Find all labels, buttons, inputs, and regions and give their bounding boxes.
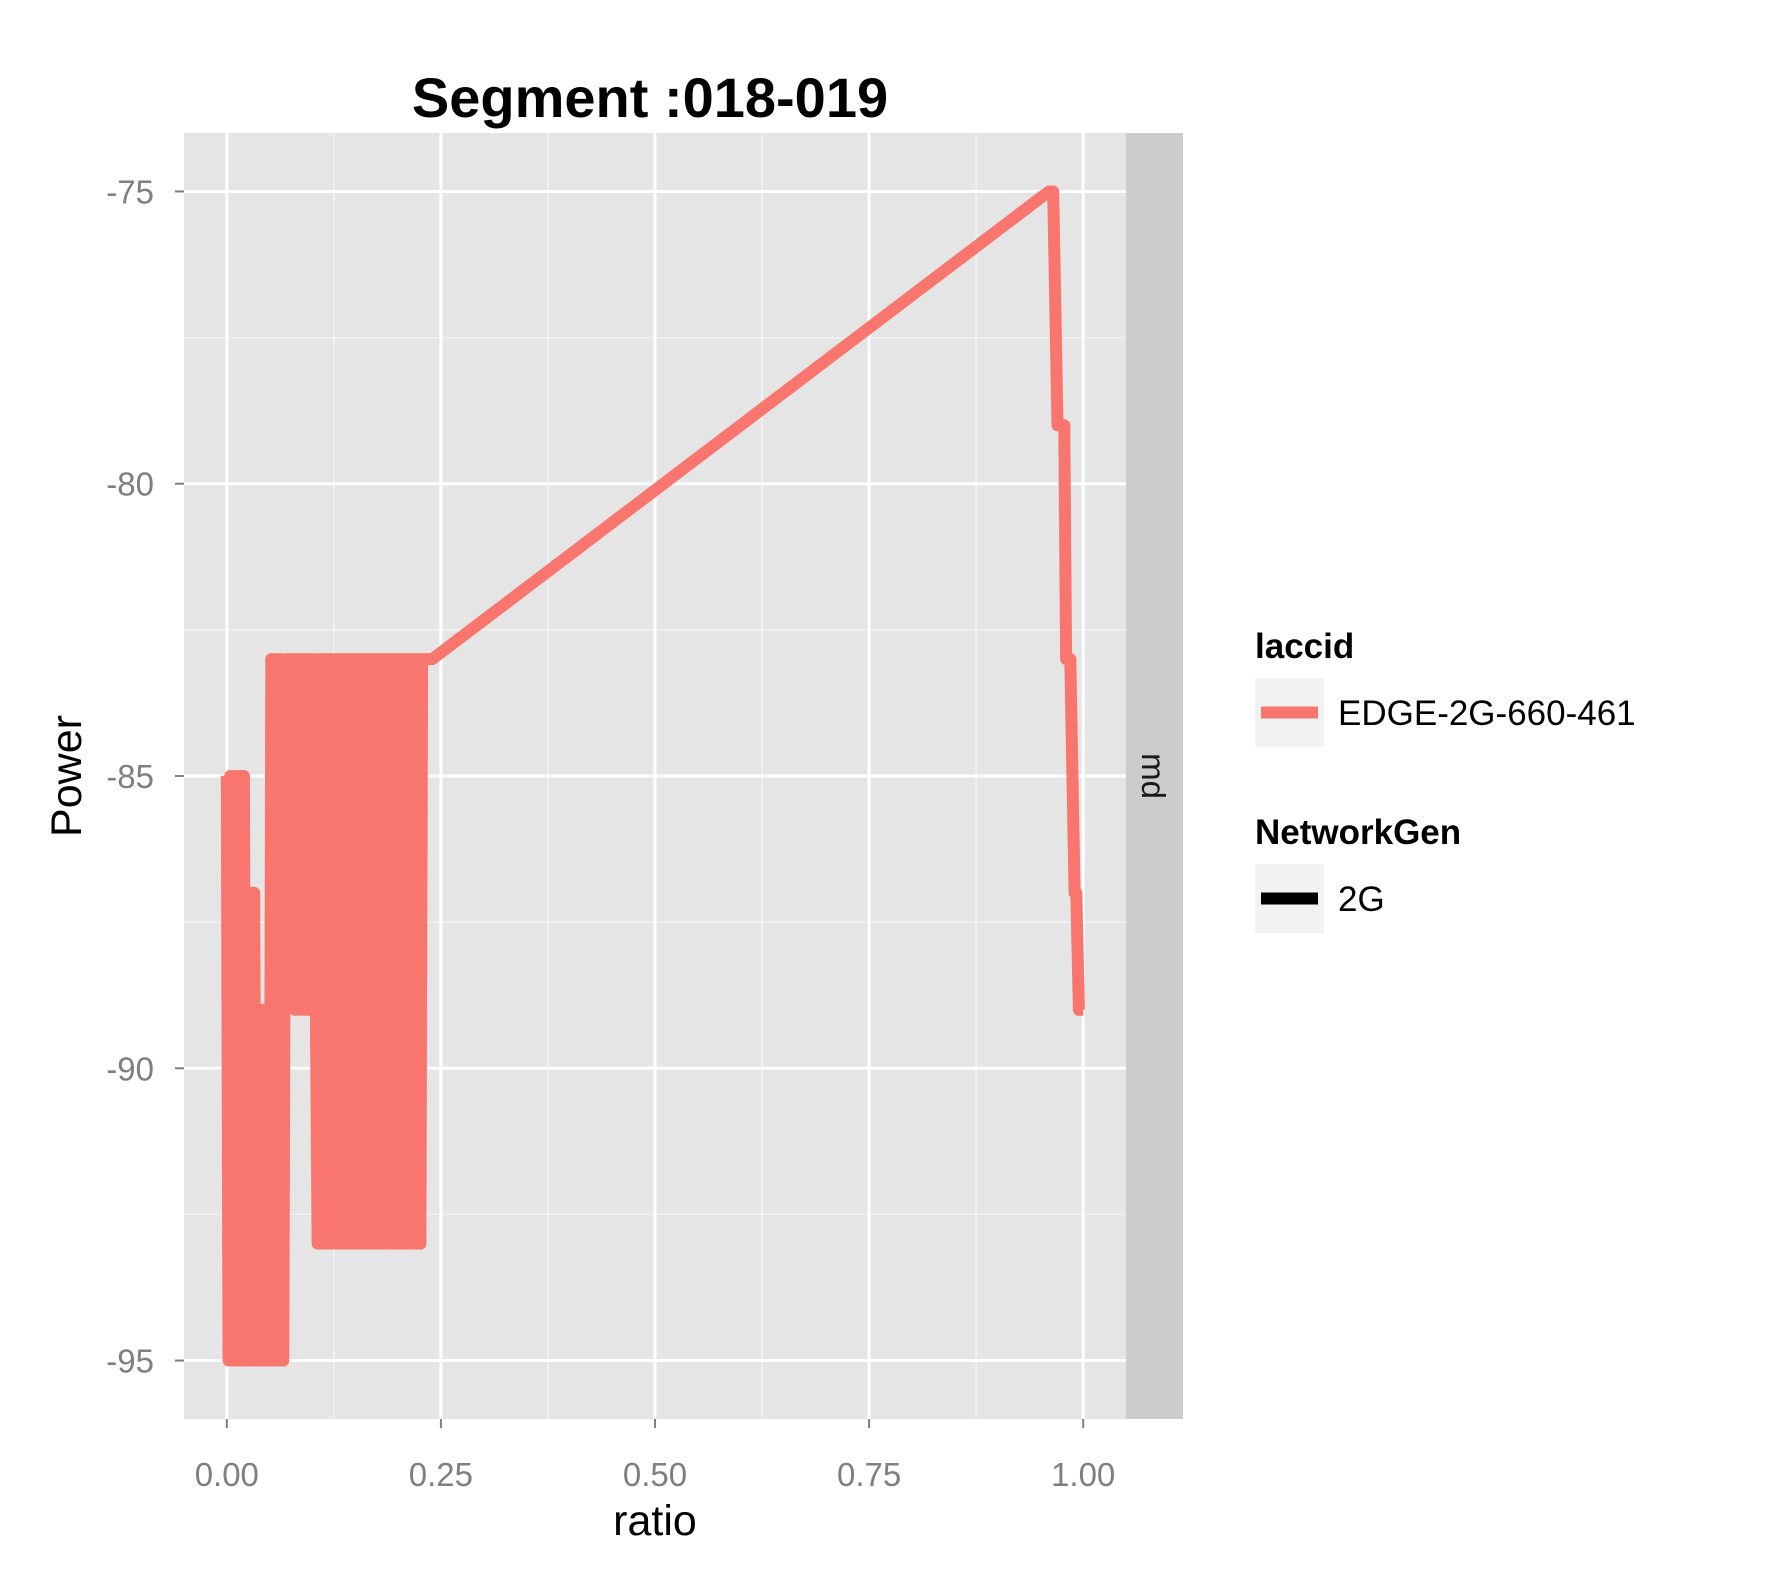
facet-strip-label: md (1135, 753, 1172, 799)
y-axis-title: Power (43, 715, 91, 837)
y-tick-label: -85 (106, 758, 154, 795)
x-axis: 0.00 0.25 0.50 0.75 1.00 (195, 1419, 1115, 1493)
x-tick-label: 0.75 (837, 1456, 901, 1493)
facet-strip (1126, 133, 1183, 1419)
y-tick-label: -75 (106, 173, 154, 210)
x-tick-label: 0.25 (409, 1456, 473, 1493)
y-tick-label: -90 (106, 1050, 154, 1087)
y-axis: -75 -80 -85 -90 -95 (106, 173, 184, 1380)
chart-title: Segment :018-019 (412, 66, 888, 129)
legend-label: 2G (1338, 880, 1385, 919)
legend-title: laccid (1255, 627, 1354, 666)
x-tick-label: 1.00 (1051, 1456, 1115, 1493)
series-line (220, 185, 1087, 1367)
x-tick-label: 0.50 (623, 1456, 687, 1493)
y-tick-label: -80 (106, 466, 154, 503)
legend-title: NetworkGen (1255, 813, 1461, 852)
y-tick-label: -95 (106, 1343, 154, 1380)
series-layer (220, 185, 1087, 1367)
legend: laccid EDGE-2G-660-461 NetworkGen 2G (1255, 627, 1636, 933)
x-axis-title: ratio (613, 1497, 697, 1545)
legend-label: EDGE-2G-660-461 (1338, 694, 1636, 733)
x-tick-label: 0.00 (195, 1456, 259, 1493)
